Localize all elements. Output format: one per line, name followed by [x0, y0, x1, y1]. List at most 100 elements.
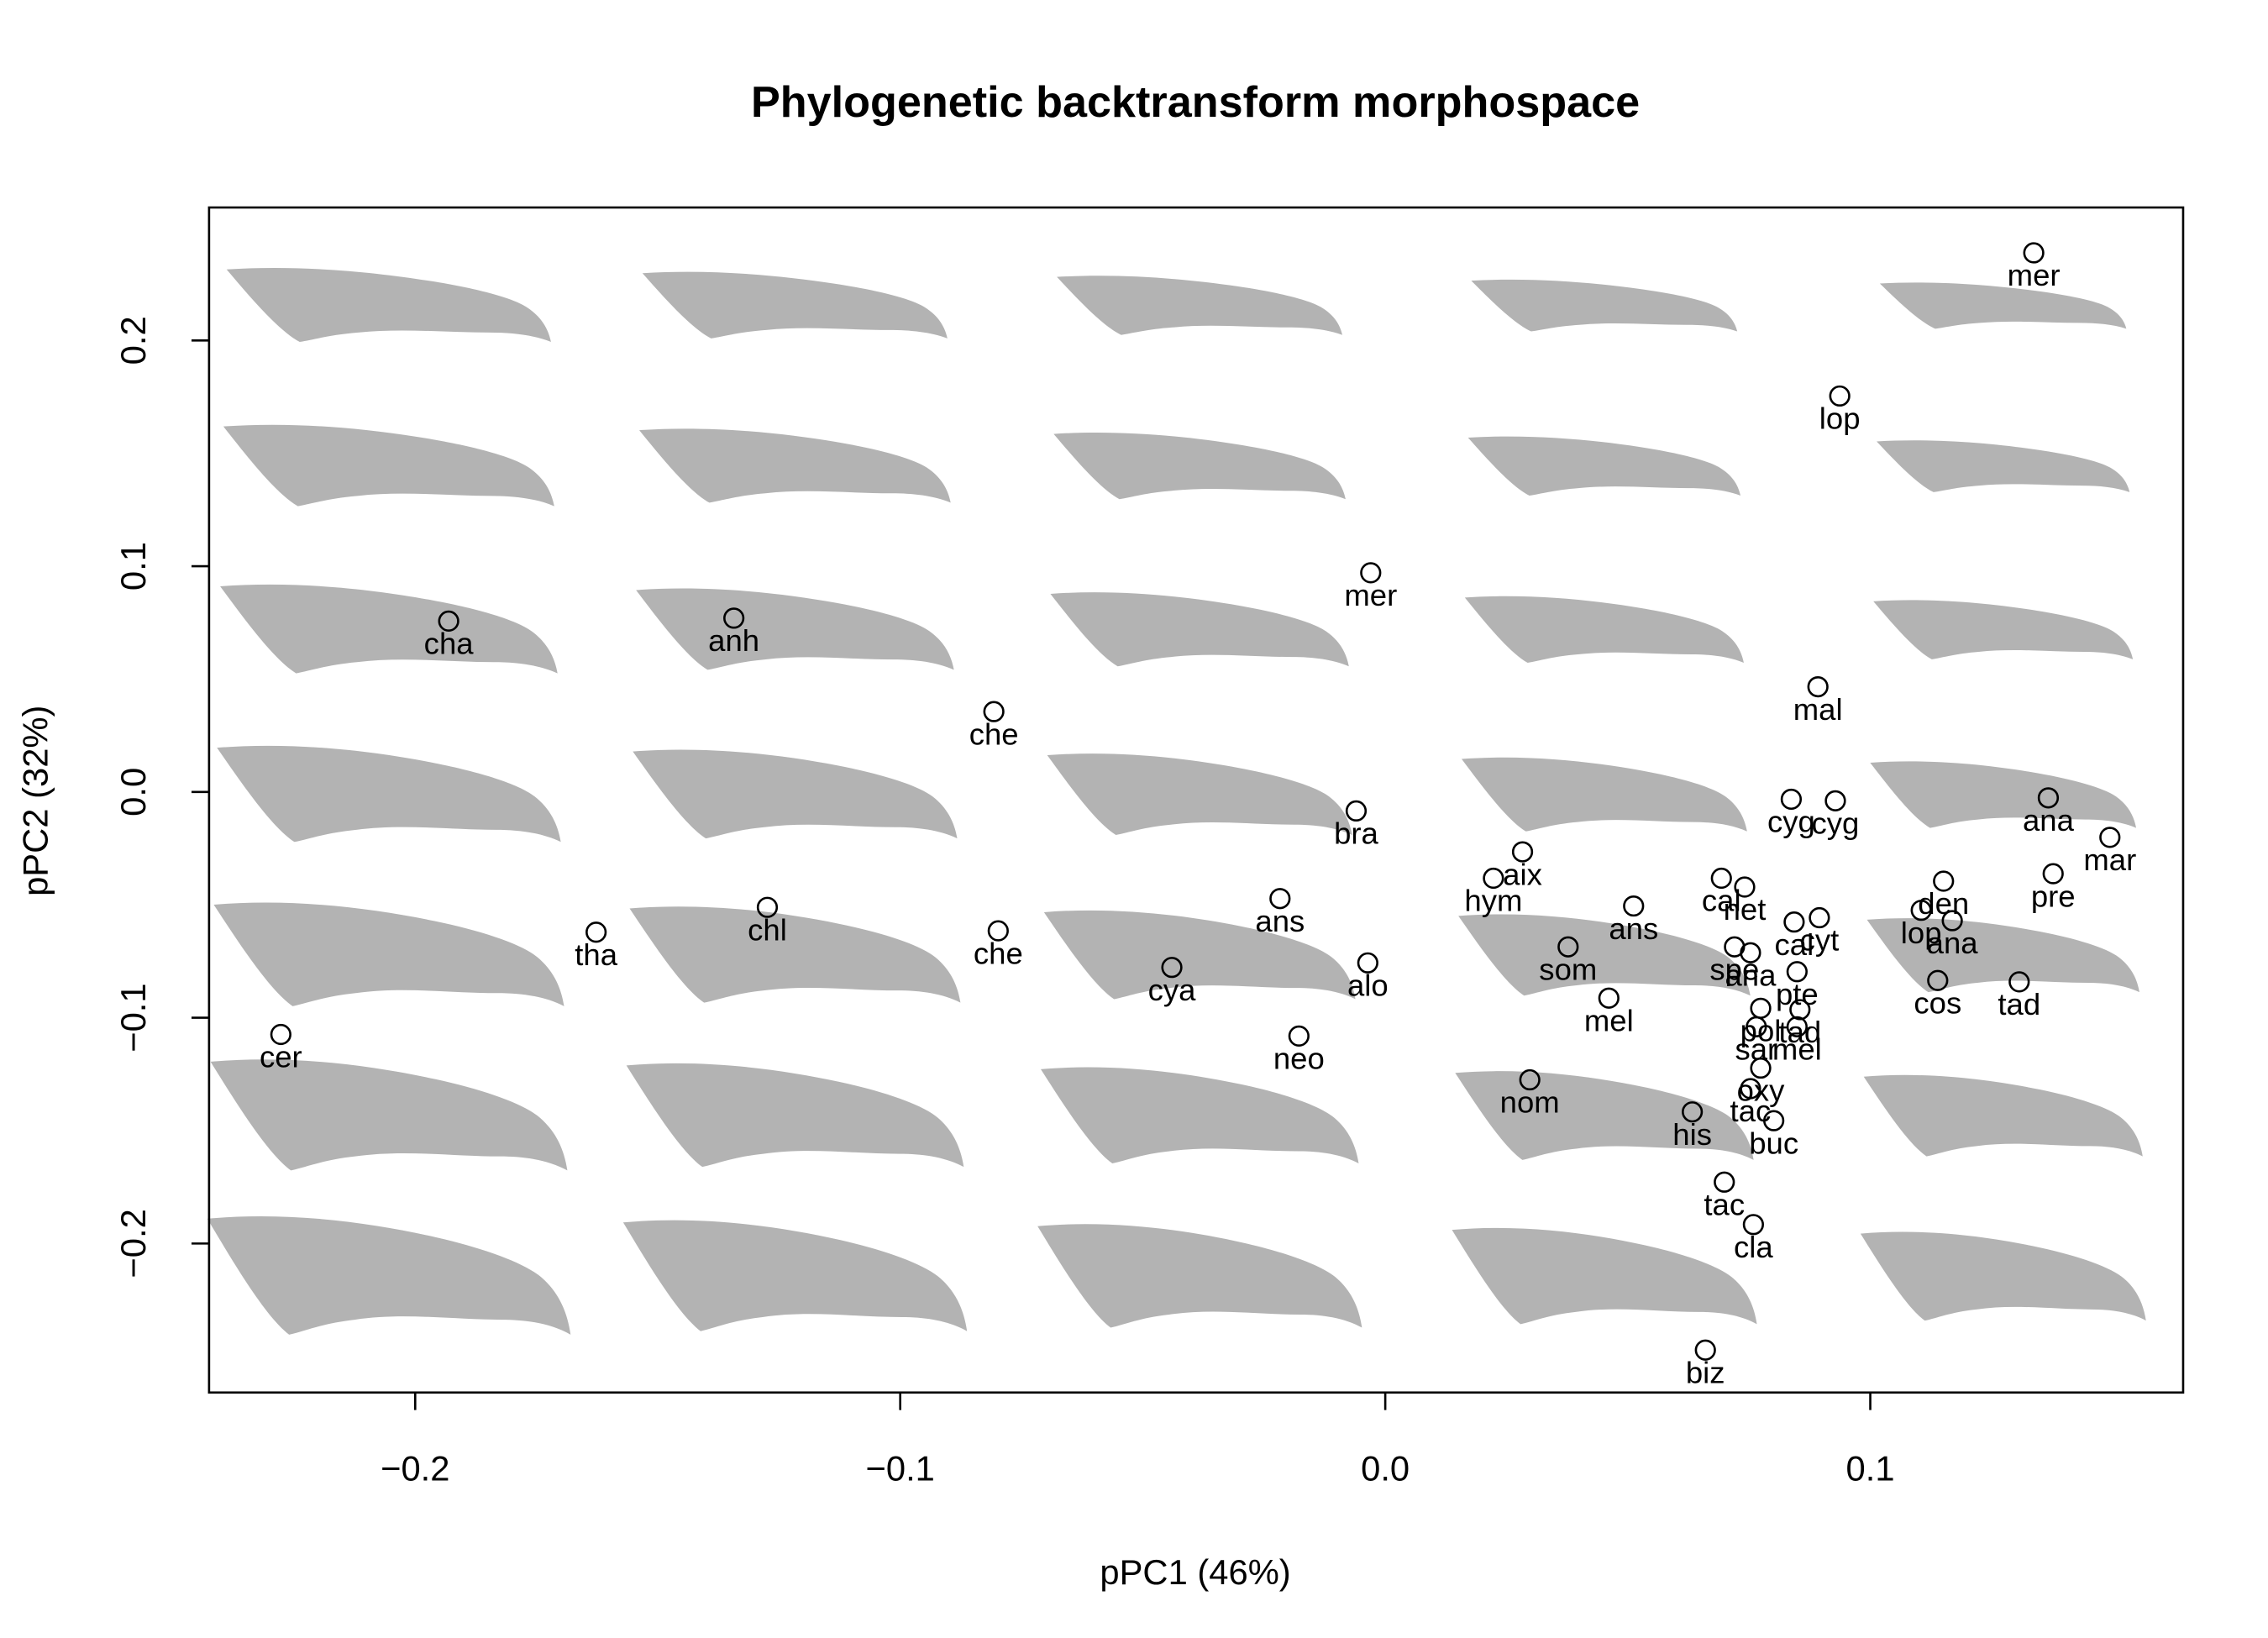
point-label: mer [1344, 578, 1397, 612]
point [2042, 863, 2064, 885]
chart-title: Phylogenetic backtransform morphospace [751, 78, 1640, 127]
point [1824, 790, 1846, 811]
point [1783, 911, 1805, 933]
point [585, 921, 607, 943]
point-label: che [969, 717, 1019, 751]
x-tick-label: −0.1 [866, 1449, 935, 1488]
point [1519, 1068, 1541, 1091]
point [1742, 1214, 1764, 1236]
point [1786, 961, 1808, 983]
beak-shape [1458, 914, 1751, 996]
beak-shape [642, 271, 948, 339]
beak-shape [1870, 761, 2137, 828]
y-tick-label: 0.1 [113, 542, 153, 591]
beak-shape [1873, 600, 2134, 659]
point-label: cal [1775, 927, 1814, 962]
beak-shape [1053, 432, 1346, 500]
point-label: ans [1609, 911, 1658, 946]
point-label: cyt [1800, 923, 1840, 958]
x-axis-label: pPC1 (46%) [1100, 1552, 1290, 1592]
point-label: che [974, 936, 1023, 970]
point [1598, 987, 1620, 1009]
point-label: bra [1334, 816, 1378, 851]
plot-frame [207, 206, 2185, 1394]
point [1557, 936, 1579, 958]
beak-shape [1037, 1224, 1362, 1328]
point [1780, 788, 1803, 811]
point [1910, 900, 1932, 921]
point [1786, 1016, 1808, 1037]
point [1746, 1016, 1767, 1037]
beak-shape [1464, 596, 1744, 664]
y-axis-label: pPC2 (32%) [15, 706, 55, 896]
point-label: mel [1584, 1003, 1634, 1037]
point [2023, 242, 2045, 264]
point-label: hym [1464, 884, 1522, 918]
point-label: cya [1148, 973, 1197, 1007]
y-tick-label: −0.1 [113, 983, 153, 1052]
point-label: oxy [1737, 1074, 1786, 1108]
point [1710, 867, 1732, 890]
beak-shape [1877, 440, 2130, 492]
beak-shape [207, 1215, 571, 1335]
beak-shape [638, 428, 951, 503]
point-label: mer [2008, 258, 2061, 292]
point [1734, 876, 1756, 898]
point-label: ana [2023, 803, 2075, 837]
beak-shape [1057, 276, 1342, 335]
point [987, 920, 1009, 942]
point [1941, 910, 1963, 932]
point-label: cha [424, 627, 475, 661]
point-label: spe [1709, 952, 1759, 986]
point [1740, 942, 1761, 963]
beak-shape [226, 267, 551, 343]
point-label: tac [1704, 1187, 1745, 1221]
point-label: ana [1725, 958, 1777, 992]
beak-shape [1047, 753, 1352, 835]
point [983, 701, 1005, 722]
point-label: his [1672, 1117, 1712, 1152]
point [1682, 1101, 1704, 1123]
point-label: tha [575, 937, 617, 972]
point-label: net [1724, 892, 1767, 927]
beak-shape [1467, 436, 1741, 496]
point [1360, 562, 1382, 584]
point-label: sar [1735, 1032, 1777, 1067]
beak-shape [633, 749, 958, 839]
point [1714, 1171, 1735, 1193]
beak-shape [626, 1063, 964, 1168]
point [1933, 870, 1955, 892]
point-label: buc [1749, 1126, 1798, 1160]
beak-shape [622, 1220, 968, 1331]
point [1750, 1057, 1772, 1079]
point [1511, 841, 1534, 863]
point [1809, 906, 1830, 929]
point [1357, 952, 1378, 974]
point [1345, 800, 1368, 822]
point-label: pre [2031, 879, 2076, 913]
point [2037, 787, 2060, 809]
point [1789, 999, 1811, 1021]
beak-shape [629, 906, 961, 1003]
point [1694, 1339, 1716, 1361]
beak-shape [1462, 757, 1747, 832]
beak-shape [223, 424, 554, 507]
point [270, 1023, 291, 1046]
point [1161, 957, 1183, 979]
beak-shape [210, 1059, 568, 1171]
x-tick-label: −0.2 [381, 1449, 449, 1488]
point-label: cyg [1812, 806, 1860, 841]
point [1763, 1110, 1785, 1131]
point [1927, 969, 1949, 991]
beak-shape [1860, 1231, 2146, 1321]
point-label: cla [1734, 1230, 1773, 1264]
point-label: tad [1998, 987, 2040, 1021]
point [1623, 895, 1645, 917]
point [1829, 385, 1851, 407]
beak-shape [213, 902, 564, 1006]
point [2008, 971, 2030, 993]
point-label: pte [1776, 977, 1819, 1011]
point-label: cyg [1767, 805, 1815, 839]
point-label: ans [1255, 904, 1305, 938]
point [1807, 675, 1829, 698]
